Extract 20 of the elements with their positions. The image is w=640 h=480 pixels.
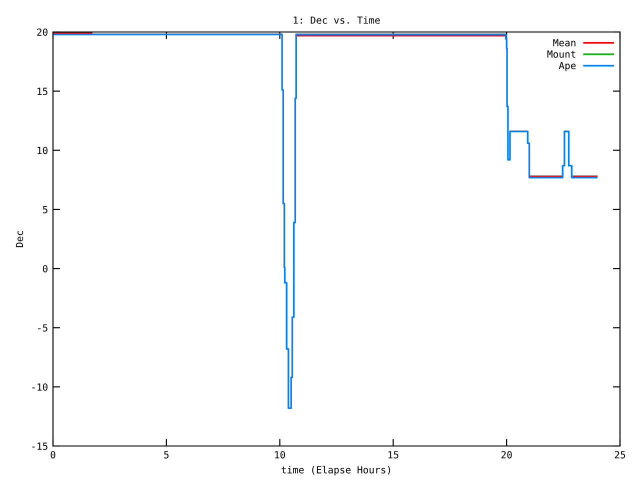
- x-tick-label: 0: [50, 451, 56, 458]
- y-tick-label: 20: [37, 28, 48, 36]
- y-axis-title: Dec: [16, 231, 24, 248]
- y-tick-label: 10: [38, 146, 48, 154]
- x-tick-label: 20: [501, 451, 512, 458]
- y-tick-label: 0: [42, 265, 48, 272]
- legend-label: Mount: [547, 50, 576, 58]
- y-tick-label: 5: [42, 206, 48, 214]
- x-axis-title: time (Elapse Hours): [282, 466, 390, 476]
- y-tick-label: -10: [32, 383, 48, 391]
- y-tick-label: -15: [32, 442, 48, 450]
- y-tick-label: -5: [38, 324, 48, 332]
- legend-label: Mean: [553, 39, 576, 46]
- x-tick-label: 5: [164, 451, 169, 458]
- legend-label: Ape: [558, 62, 576, 72]
- x-tick-label: 10: [275, 451, 286, 458]
- y-tick-label: 15: [38, 88, 48, 95]
- x-tick-label: 15: [388, 451, 398, 458]
- chart-title: 1: Dec vs. Time: [294, 16, 380, 24]
- x-tick-label: 25: [614, 451, 626, 458]
